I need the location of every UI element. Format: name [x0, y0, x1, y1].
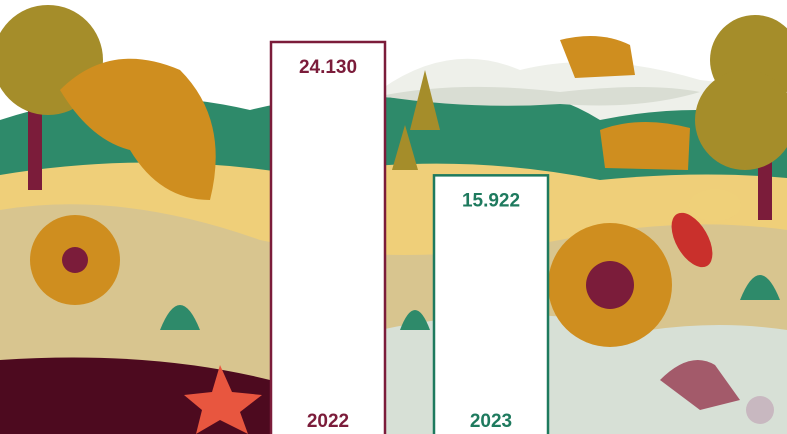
value-label: 15.922 [462, 190, 520, 211]
value-label: 24.130 [299, 57, 357, 78]
chart: 24.130 2022 15.922 2023 [0, 0, 787, 434]
category-label: 2023 [470, 411, 512, 432]
page: {"chart_data": {"type": "bar", "categori… [0, 0, 787, 434]
category-label: 2022 [307, 411, 349, 432]
bar [271, 42, 385, 434]
bar [434, 175, 548, 434]
background-illustration [0, 0, 787, 434]
